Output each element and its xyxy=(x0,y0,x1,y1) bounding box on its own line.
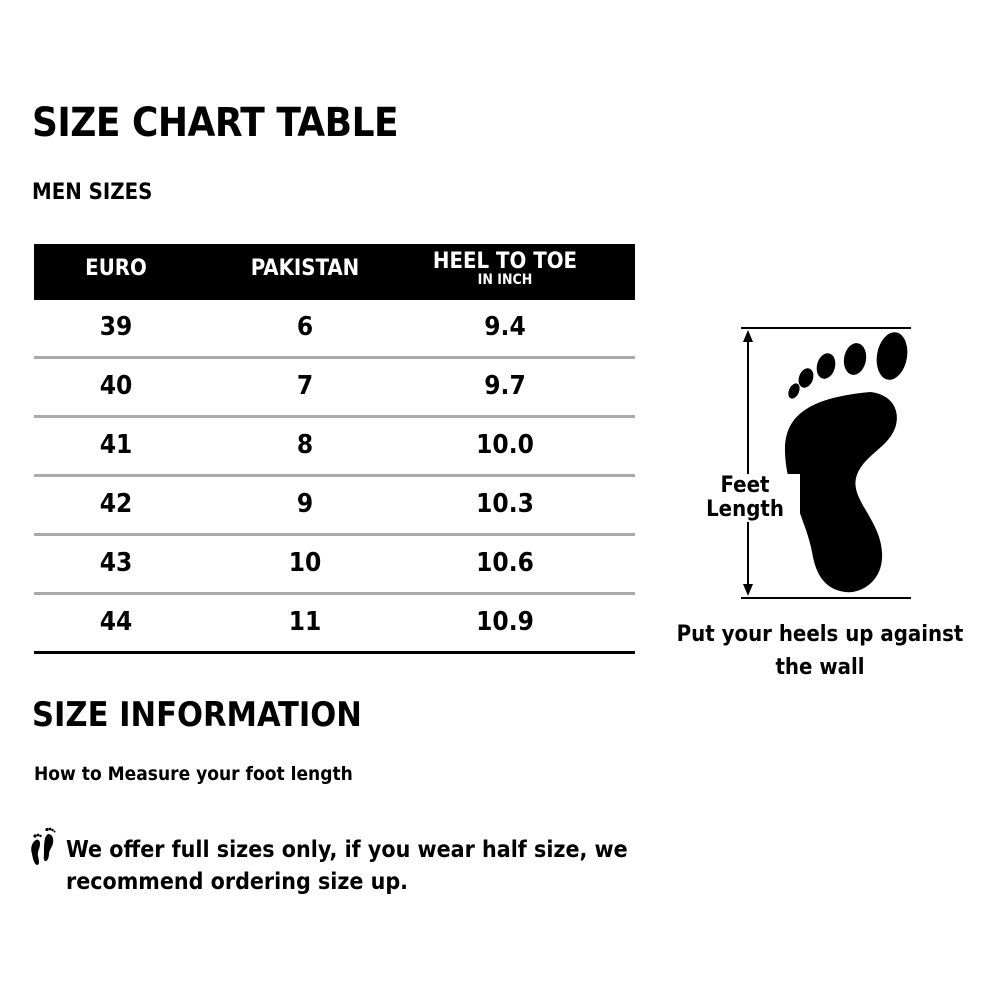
feet-label-line2: Length xyxy=(706,497,784,522)
diagram-caption: Put your heels up against the wall xyxy=(676,622,964,680)
table-row: 39 6 9.4 xyxy=(34,300,635,359)
measure-instructions: How to Measure your foot length xyxy=(34,763,353,785)
size-note: We offer full sizes only, if you wear ha… xyxy=(66,837,628,895)
table-header: EURO PAKISTAN HEEL TO TOE IN INCH xyxy=(34,244,635,300)
page-title: SIZE CHART TABLE xyxy=(32,100,399,146)
cell-euro: 39 xyxy=(99,312,133,342)
size-table: EURO PAKISTAN HEEL TO TOE IN INCH 39 6 9.4 4… xyxy=(34,244,635,654)
footprints-icon xyxy=(31,827,56,865)
table-row: 43 10 10.6 xyxy=(34,536,635,595)
cell-euro: 41 xyxy=(99,430,133,460)
table-row: 42 9 10.3 xyxy=(34,477,635,536)
feet-length-label: Feet Length xyxy=(690,474,800,522)
cell-pakistan: 6 xyxy=(296,312,314,342)
arrow-down-icon xyxy=(743,584,753,596)
header-pakistan: PAKISTAN xyxy=(250,256,360,281)
cell-heel-to-toe: 9.4 xyxy=(484,312,526,342)
cell-pakistan: 9 xyxy=(296,489,314,519)
section-subtitle: MEN SIZES xyxy=(32,180,153,205)
header-euro: EURO xyxy=(85,256,147,281)
cell-euro: 43 xyxy=(99,548,133,578)
cell-pakistan: 7 xyxy=(296,371,314,401)
cell-heel-to-toe: 10.3 xyxy=(476,489,534,519)
cell-heel-to-toe: 10.0 xyxy=(476,430,534,460)
cell-euro: 42 xyxy=(99,489,133,519)
table-row: 41 8 10.0 xyxy=(34,418,635,477)
cell-pakistan: 11 xyxy=(288,607,322,637)
cell-euro: 44 xyxy=(99,607,133,637)
footprint-icon xyxy=(784,332,908,593)
table-row: 40 7 9.7 xyxy=(34,359,635,418)
cell-euro: 40 xyxy=(99,371,133,401)
cell-pakistan: 10 xyxy=(288,548,322,578)
feet-label-line1: Feet xyxy=(720,473,770,498)
header-unit: IN INCH xyxy=(477,272,533,288)
header-heel-to-toe-label: HEEL TO TOE xyxy=(432,249,578,274)
cell-heel-to-toe: 9.7 xyxy=(484,371,526,401)
arrow-up-icon xyxy=(743,330,753,342)
header-heel-to-toe: HEEL TO TOE IN INCH xyxy=(432,249,578,289)
table-row: 44 11 10.9 xyxy=(34,595,635,654)
cell-pakistan: 8 xyxy=(296,430,314,460)
size-information-title: SIZE INFORMATION xyxy=(32,695,362,735)
cell-heel-to-toe: 10.9 xyxy=(476,607,534,637)
cell-heel-to-toe: 10.6 xyxy=(476,548,534,578)
